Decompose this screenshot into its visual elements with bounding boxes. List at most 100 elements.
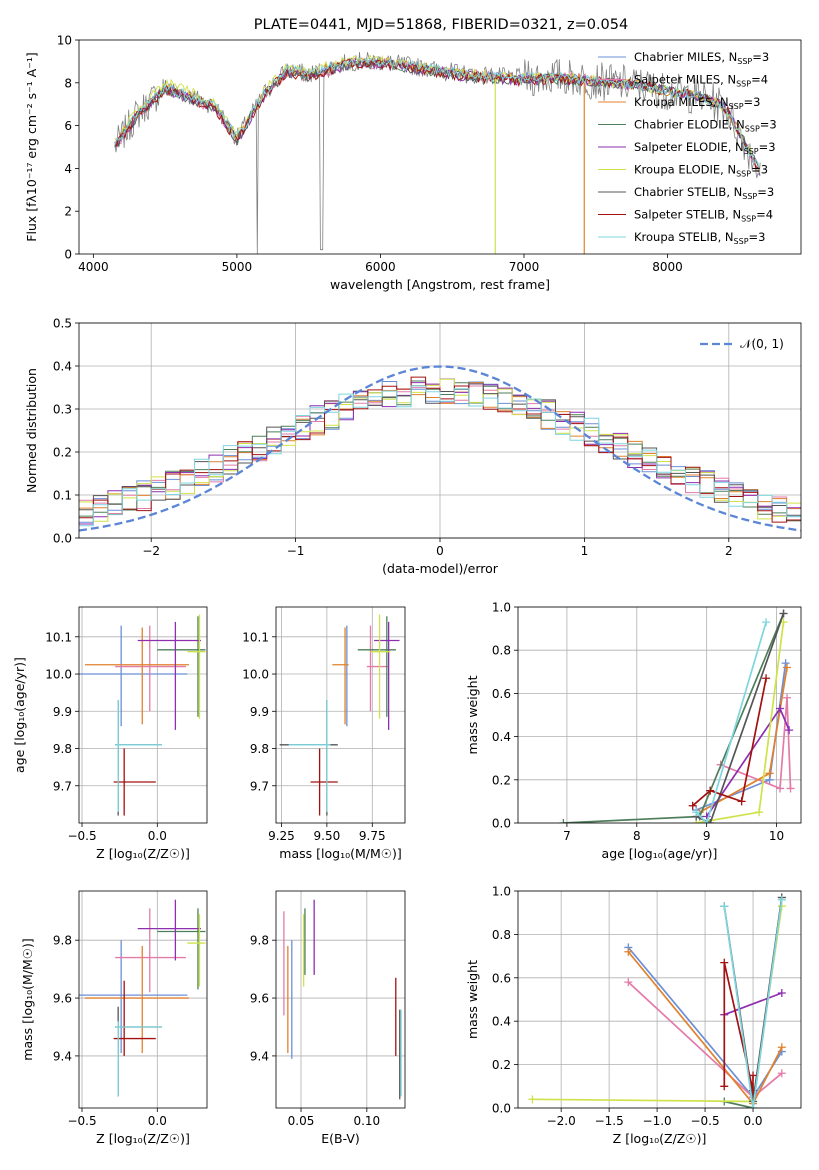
x-tick-label: 0 — [436, 544, 444, 558]
model-fit-line — [114, 57, 761, 170]
weight-series-line — [723, 899, 783, 1108]
x-tick-label: 0.0 — [148, 1114, 167, 1128]
grid-lines — [79, 322, 801, 539]
axes-frame — [275, 606, 406, 824]
y-tick-label: 9.7 — [53, 779, 72, 793]
weight-point-marker — [781, 659, 790, 668]
x-tick-label: 0.0 — [743, 1114, 762, 1128]
y-tick-label: 0.4 — [53, 360, 72, 374]
y-tick-label: 1.0 — [492, 601, 511, 615]
grid-lines — [79, 607, 207, 823]
weight-point-marker — [706, 819, 715, 823]
y-tick-label: 0.0 — [492, 817, 511, 831]
weight-point-marker — [755, 808, 764, 817]
grid-lines — [276, 891, 405, 1108]
x-tick-label: 9.50 — [314, 829, 341, 843]
legend-label-suffix: =3 — [759, 140, 776, 154]
plot-area — [79, 614, 206, 816]
plot-area — [279, 614, 400, 816]
x-tick-label: −0.5 — [690, 1114, 719, 1128]
weight-point-marker — [720, 902, 729, 911]
legend-label: Salpeter ELODIE, NSSP=3 — [634, 140, 776, 156]
age-vs-mass-panel: 9.25 9.50 9.75 9.7 9.8 9.9 10.0 10.1 mass [log₁₀… — [242, 606, 406, 861]
legend-label: Chabrier ELODIE, NSSP=3 — [634, 118, 777, 134]
legend-label-suffix: =3 — [760, 118, 777, 132]
mass-vs-metallicity-panel: −0.5 0.0 9.4 9.6 9.8 Z [log₁₀(Z/Z☉)] mass [log… — [20, 890, 208, 1146]
x-tick-label: 9.25 — [268, 829, 295, 843]
weight-point-marker — [777, 895, 786, 904]
weight-point-marker — [624, 978, 633, 987]
y-tick-label: 10.0 — [45, 668, 72, 682]
y-tick-label: 10.0 — [242, 668, 269, 682]
plot-area — [559, 609, 795, 823]
legend-label: Kroupa STELIB, NSSP=3 — [634, 230, 765, 246]
x-tick-label: 7 — [563, 829, 571, 843]
legend-label-suffix: =3 — [744, 95, 761, 109]
y-tick-label: 9.4 — [53, 1049, 72, 1063]
weight-point-marker — [783, 693, 792, 702]
x-axis-label: mass [log₁₀(M/M☉)] — [279, 846, 401, 861]
y-tick-label: 0 — [64, 248, 72, 262]
weight-point-marker — [720, 1082, 729, 1091]
y-tick-label: 0.2 — [492, 1058, 511, 1072]
mass-vs-ebv-panel: 0.05 0.10 9.4 9.6 9.8 E(B-V) — [250, 890, 406, 1146]
axes-frame — [517, 606, 802, 824]
plot-area — [114, 51, 761, 254]
weight-point-marker — [777, 988, 786, 997]
y-tick-label: 0.5 — [53, 317, 72, 331]
legend-label-subscript: SSP — [744, 147, 759, 156]
weight-point-marker — [776, 784, 785, 793]
legend-label-subscript: SSP — [734, 237, 749, 246]
y-tick-label: 0.2 — [53, 446, 72, 460]
legend-label-suffix: =3 — [757, 185, 774, 199]
y-tick-label: 10.1 — [45, 630, 72, 644]
weight-point-marker — [720, 958, 729, 967]
y-tick-label: 6 — [64, 119, 72, 133]
weight-point-marker — [749, 1071, 758, 1080]
y-tick-label: 0.4 — [492, 1015, 511, 1029]
x-tick-label: 8 — [633, 829, 641, 843]
weight-vs-age-panel: 7 8 9 10 0.0 0.2 0.4 0.6 0.8 1.0 age [log₁₀(age/yr… — [465, 601, 802, 861]
y-tick-label: 9.8 — [250, 934, 269, 948]
weight-point-marker — [785, 726, 794, 735]
plot-area — [79, 899, 206, 1097]
grid-lines — [276, 607, 405, 823]
x-axis-label: Z [log₁₀(Z/Z☉)] — [96, 846, 190, 861]
normal-distribution-curve — [79, 365, 801, 532]
weight-series-line — [723, 962, 754, 1091]
legend-label-subscript: SSP — [737, 57, 752, 66]
y-tick-label: 0.1 — [53, 489, 72, 503]
legend-label-suffix: =3 — [752, 50, 769, 64]
weight-point-marker — [762, 618, 771, 627]
legend-label-suffix: =3 — [751, 163, 768, 177]
axes-frame — [78, 322, 802, 539]
x-tick-label: 9 — [703, 829, 711, 843]
axes-frame — [275, 890, 406, 1109]
legend-label-suffix: =4 — [756, 208, 773, 222]
plot-area — [283, 899, 402, 1100]
y-axis-label: Flux [fλ10⁻¹⁷ erg cm⁻² s⁻¹ A⁻¹] — [24, 52, 39, 241]
y-tick-label: 0.8 — [492, 644, 511, 658]
histogram-step-line — [79, 385, 801, 527]
weight-point-marker — [624, 947, 633, 956]
weight-point-marker — [559, 819, 568, 823]
spectrum-panel: 4000 5000 6000 7000 8000 0 2 4 6 8 10 wavelength [A… — [24, 34, 802, 292]
weight-point-marker — [765, 769, 774, 778]
x-tick-label: −1.0 — [643, 1114, 672, 1128]
legend-label: Chabrier STELIB, NSSP=3 — [634, 185, 774, 201]
y-tick-label: 9.8 — [53, 742, 72, 756]
x-tick-label: −1.5 — [595, 1114, 624, 1128]
x-tick-label: 10 — [769, 829, 784, 843]
legend-label-suffix: =3 — [749, 230, 766, 244]
y-tick-label: 1.0 — [492, 885, 511, 899]
x-axis-label: wavelength [Angstrom, rest frame] — [330, 277, 550, 292]
x-tick-label: 2 — [725, 544, 733, 558]
legend-label-subscript: SSP — [742, 192, 757, 201]
y-tick-label: 0.0 — [53, 532, 72, 546]
legend-label-subscript: SSP — [736, 80, 751, 89]
x-axis-label: Z [log₁₀(Z/Z☉)] — [96, 1131, 190, 1146]
weight-series-line — [723, 992, 783, 1016]
y-axis-label: mass [log₁₀(M/M☉)] — [20, 938, 35, 1060]
weight-point-marker — [762, 674, 771, 683]
x-tick-label: 1 — [581, 544, 589, 558]
